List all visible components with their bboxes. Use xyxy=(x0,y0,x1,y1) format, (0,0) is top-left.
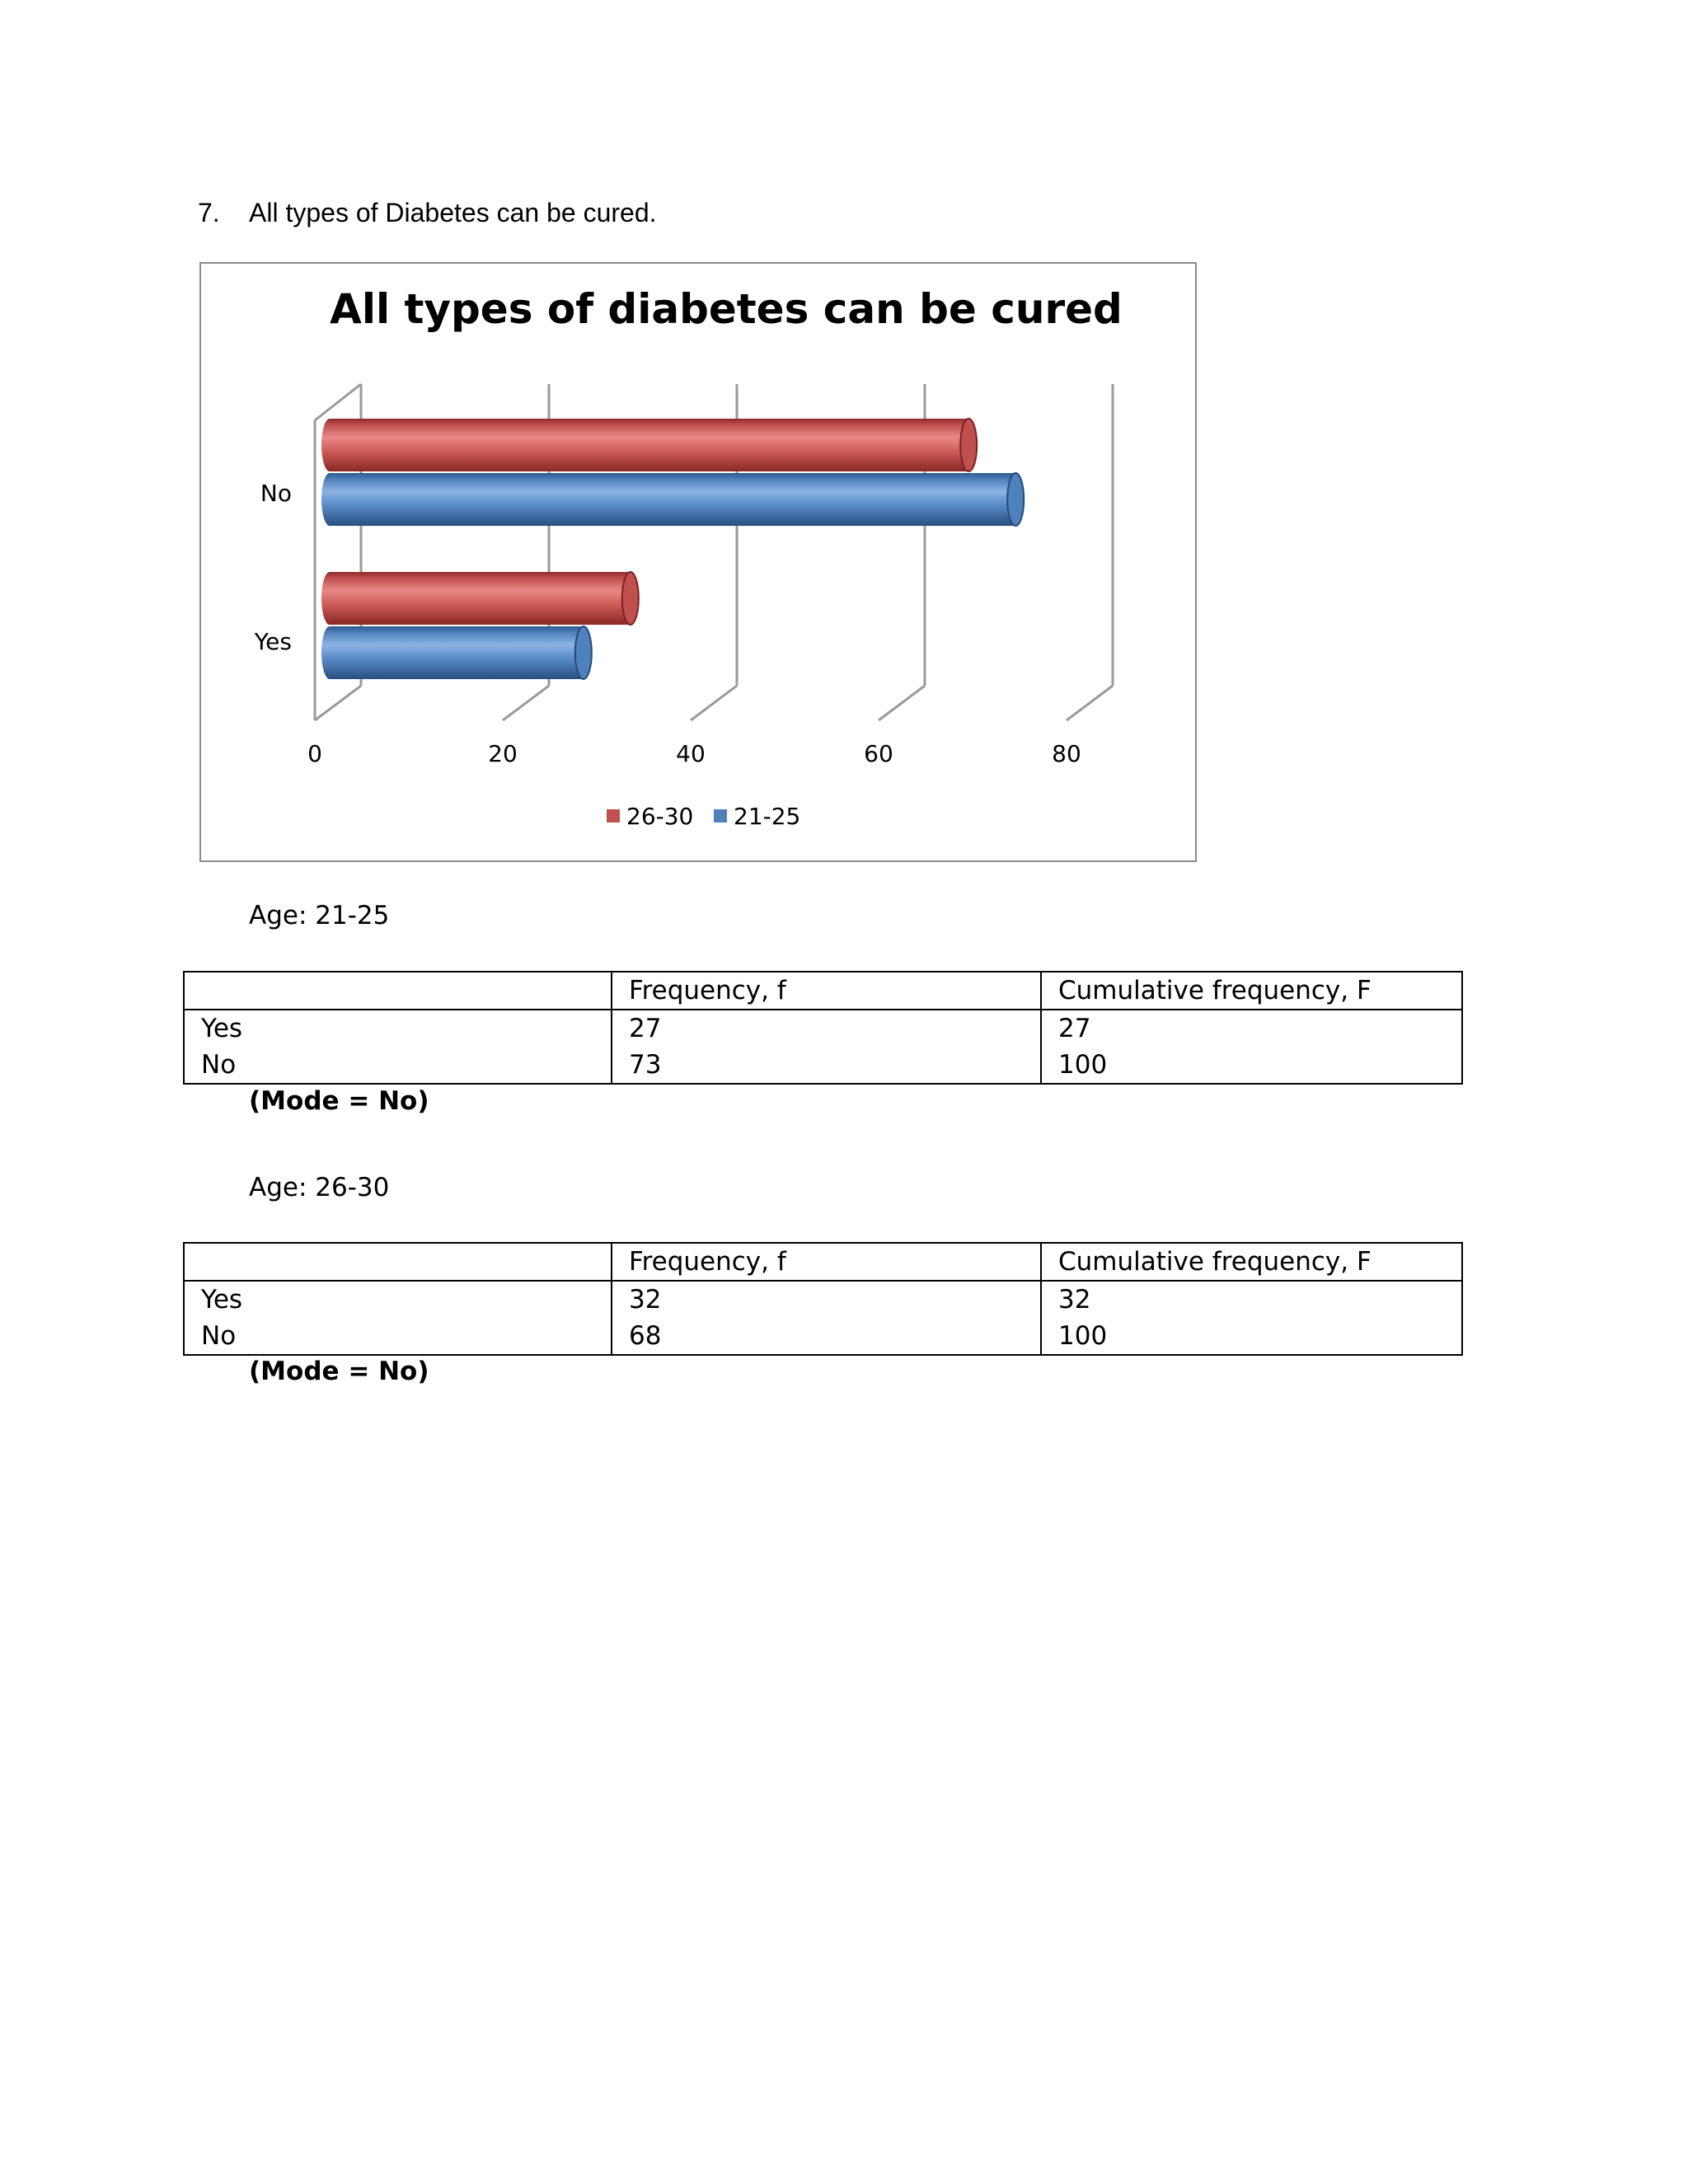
table-1-label: Age: 21-25 xyxy=(249,901,390,930)
floor-line xyxy=(690,684,738,722)
floor-line xyxy=(1066,684,1114,722)
bar-26-30-Yes xyxy=(321,571,640,626)
table-cell: Yes xyxy=(183,1010,612,1047)
table-header-row: Frequency, f Cumulative frequency, F xyxy=(183,1242,1463,1282)
tick-label: 20 xyxy=(488,740,518,767)
table-cell: 27 xyxy=(1040,1010,1463,1047)
table-row: Yes 32 32 xyxy=(183,1281,1463,1318)
category-label: Yes xyxy=(254,628,292,655)
tick-label: 0 xyxy=(307,740,322,767)
frequency-table-21-25: Frequency, f Cumulative frequency, F Yes… xyxy=(183,971,1463,1085)
table-cell: 68 xyxy=(611,1318,1042,1356)
table-cell: Yes xyxy=(183,1281,612,1318)
axis-wall-line xyxy=(314,382,362,422)
table-row: No 68 100 xyxy=(183,1318,1463,1356)
header-cell: Frequency, f xyxy=(611,1242,1042,1282)
question-text: All types of Diabetes can be cured. xyxy=(249,198,657,227)
bar-21-25-No xyxy=(321,472,1025,527)
floor-line xyxy=(314,684,362,722)
mode-note-26-30: (Mode = No) xyxy=(249,1357,429,1386)
category-label: No xyxy=(260,480,292,507)
floor-line xyxy=(502,684,550,722)
table-row: No 73 100 xyxy=(183,1047,1463,1085)
tick-label: 60 xyxy=(864,740,893,767)
header-cell: Cumulative frequency, F xyxy=(1040,1242,1463,1282)
table-2-label: Age: 26-30 xyxy=(249,1173,390,1202)
header-cell xyxy=(183,971,612,1010)
chart-frame: All types of diabetes can be cured Yes No… xyxy=(199,262,1197,862)
table-cell: 100 xyxy=(1040,1047,1463,1085)
bar-chart: All types of diabetes can be cured Yes No… xyxy=(254,285,1123,830)
frequency-table-26-30: Frequency, f Cumulative frequency, F Yes… xyxy=(183,1242,1463,1356)
table-row: Yes 27 27 xyxy=(183,1010,1463,1047)
tick-label: 80 xyxy=(1052,740,1081,767)
question-number: 7. xyxy=(198,198,220,227)
header-cell xyxy=(183,1242,612,1282)
chart-title: All types of diabetes can be cured xyxy=(330,285,1123,333)
question-line: 7. All types of Diabetes can be cured. xyxy=(198,198,657,228)
table-cell: No xyxy=(183,1318,612,1356)
table-cell: No xyxy=(183,1047,612,1085)
table-cell: 27 xyxy=(611,1010,1042,1047)
legend-label: 21-25 xyxy=(734,803,800,830)
legend-swatch xyxy=(714,809,727,823)
floor-line xyxy=(878,684,926,722)
table-cell: 32 xyxy=(611,1281,1042,1318)
bar-21-25-Yes xyxy=(321,626,593,680)
table-cell: 32 xyxy=(1040,1281,1463,1318)
table-header-row: Frequency, f Cumulative frequency, F xyxy=(183,971,1463,1010)
bar-26-30-No xyxy=(321,418,978,472)
legend-label: 26-30 xyxy=(626,803,693,830)
table-cell: 100 xyxy=(1040,1318,1463,1356)
header-cell: Cumulative frequency, F xyxy=(1040,971,1463,1010)
header-cell: Frequency, f xyxy=(611,971,1042,1010)
legend-swatch xyxy=(607,809,620,823)
mode-note-21-25: (Mode = No) xyxy=(249,1086,429,1116)
tick-label: 40 xyxy=(676,740,706,767)
table-cell: 73 xyxy=(611,1047,1042,1085)
